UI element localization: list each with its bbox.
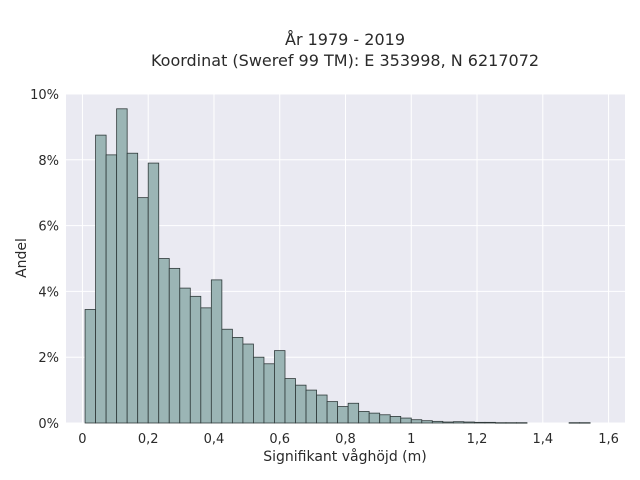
histogram-bar [263, 363, 275, 424]
histogram-bar [179, 287, 191, 424]
histogram-bar [337, 406, 349, 424]
y-axis-label: Andel [14, 238, 30, 278]
histogram-bar [284, 378, 296, 424]
x-tick-label: 0,8 [335, 432, 356, 447]
x-tick-label: 0,2 [138, 432, 159, 447]
histogram-bar [274, 350, 286, 424]
y-tick-label: 8% [38, 154, 59, 169]
histogram-bar [210, 279, 223, 424]
histogram-bar [463, 421, 475, 424]
y-tick-label: 0% [38, 417, 59, 432]
histogram-bar [495, 422, 507, 424]
histogram-bar [442, 421, 454, 424]
histogram-bar [95, 134, 107, 424]
histogram-bar [326, 401, 339, 424]
histogram-bar [158, 258, 170, 424]
histogram-bar [368, 412, 381, 424]
histogram-bar [295, 384, 307, 424]
histogram-bar [421, 420, 433, 424]
histogram-bar [116, 108, 128, 424]
histogram-bar [452, 421, 465, 424]
x-tick-label: 0,6 [269, 432, 290, 447]
histogram-bar [400, 417, 412, 424]
histogram-bar [379, 414, 391, 424]
histogram-bar [431, 420, 444, 424]
histogram-bar [484, 421, 496, 424]
x-tick-label: 1,4 [532, 432, 553, 447]
histogram-bar [505, 422, 517, 424]
histogram-bar [579, 422, 591, 424]
histogram-bar [137, 197, 149, 424]
histogram-bar [200, 307, 212, 424]
histogram-bar [358, 411, 370, 424]
chart-title: År 1979 - 2019 [285, 30, 405, 49]
histogram-bar [105, 154, 118, 424]
histogram-bar [389, 416, 402, 424]
x-axis-label: Signifikant våghöjd (m) [263, 448, 426, 465]
x-tick-label: 0,4 [204, 432, 225, 447]
histogram-bar [473, 421, 486, 424]
histogram-bar [221, 328, 233, 424]
histogram-bar [568, 422, 581, 424]
bars [84, 108, 591, 424]
x-tick-label: 1,6 [598, 432, 619, 447]
y-tick-label: 2% [38, 351, 59, 366]
x-tick-label: 0 [78, 432, 86, 447]
histogram-bar [84, 309, 96, 424]
histogram-bar [126, 152, 139, 424]
histogram-bar [516, 422, 528, 424]
histogram-bar [347, 402, 360, 424]
x-tick-label: 1,2 [467, 432, 488, 447]
y-tick-label: 10% [30, 88, 59, 103]
chart-subtitle: Koordinat (Sweref 99 TM): E 353998, N 62… [151, 51, 539, 70]
histogram-bar [410, 419, 423, 424]
histogram-bar [316, 394, 328, 424]
histogram-bar [253, 356, 265, 424]
y-ticks: 0% 2% 4% 6% 8% 10% [30, 88, 59, 432]
histogram-bar [242, 343, 254, 424]
x-ticks: 0 0,2 0,4 0,6 0,8 1 1,2 1,4 1,6 [78, 432, 619, 447]
histogram-bar [305, 389, 317, 424]
histogram-bar [147, 162, 160, 424]
y-tick-label: 6% [38, 220, 59, 235]
x-tick-label: 1 [407, 432, 415, 447]
histogram-bar [189, 295, 202, 424]
histogram-bar [168, 267, 181, 424]
histogram-bar [231, 337, 244, 424]
y-tick-label: 4% [38, 285, 59, 300]
